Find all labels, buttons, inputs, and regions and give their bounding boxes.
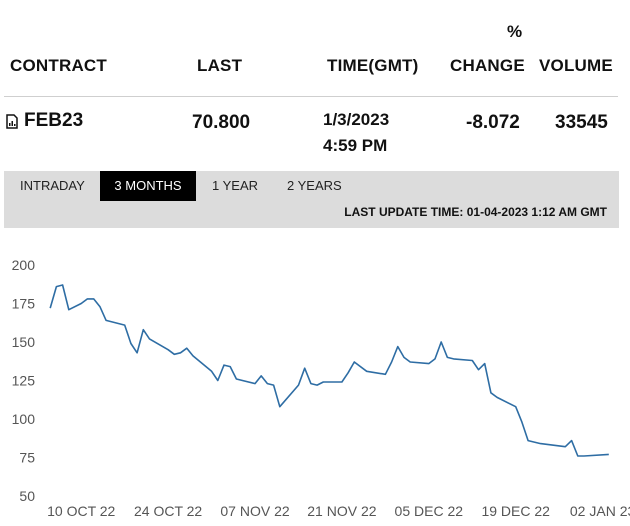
price-line-chart: 200 175 150 125 100 75 50 10 OCT 22 24 OCT 22 07 … (12, 257, 630, 519)
timeframe-tab-bar: INTRADAY 3 MONTHS 1 YEAR 2 YEARS LAST UP… (4, 171, 619, 228)
y-tick-label: 75 (19, 450, 35, 466)
tab-3-months[interactable]: 3 MONTHS (100, 171, 196, 201)
last-value: 70.800 (192, 112, 251, 133)
x-tick-label: 07 NOV 22 (220, 503, 289, 519)
x-tick-label: 02 JAN 23 (570, 503, 630, 519)
date-value: 1/3/2023 (323, 110, 390, 129)
y-tick-label: 125 (12, 373, 36, 389)
header-time: TIME(GMT) (327, 56, 419, 75)
last-update-time: LAST UPDATE TIME: 01-04-2023 1:12 AM GMT (344, 205, 607, 219)
y-tick-label: 175 (12, 296, 36, 312)
price-series-line (49, 284, 609, 457)
volume-value: 33545 (555, 112, 608, 133)
contract-value: FEB23 (24, 110, 84, 131)
header-contract: CONTRACT (10, 56, 107, 75)
y-tick-label: 150 (12, 334, 36, 350)
x-tick-label: 24 OCT 22 (134, 503, 202, 519)
time-value: 4:59 PM (323, 136, 388, 155)
y-tick-label: 200 (12, 257, 36, 273)
change-value: -8.072 (466, 112, 520, 133)
y-tick-label: 50 (19, 488, 35, 504)
tab-intraday[interactable]: INTRADAY (20, 178, 85, 193)
x-tick-label: 19 DEC 22 (481, 503, 550, 519)
document-chart-icon (6, 113, 18, 129)
tab-2-years[interactable]: 2 YEARS (287, 178, 342, 193)
header-last: LAST (197, 56, 243, 75)
tab-1-year[interactable]: 1 YEAR (212, 178, 259, 193)
x-tick-label: 21 NOV 22 (307, 503, 376, 519)
x-tick-label: 10 OCT 22 (47, 503, 115, 519)
y-tick-label: 100 (12, 411, 36, 427)
header-change: CHANGE (450, 56, 525, 75)
header-divider (4, 96, 618, 97)
contract-cell[interactable]: FEB23 (6, 110, 83, 132)
x-tick-label: 05 DEC 22 (395, 503, 464, 519)
header-volume: VOLUME (539, 56, 613, 75)
header-change-symbol: % (507, 22, 523, 41)
